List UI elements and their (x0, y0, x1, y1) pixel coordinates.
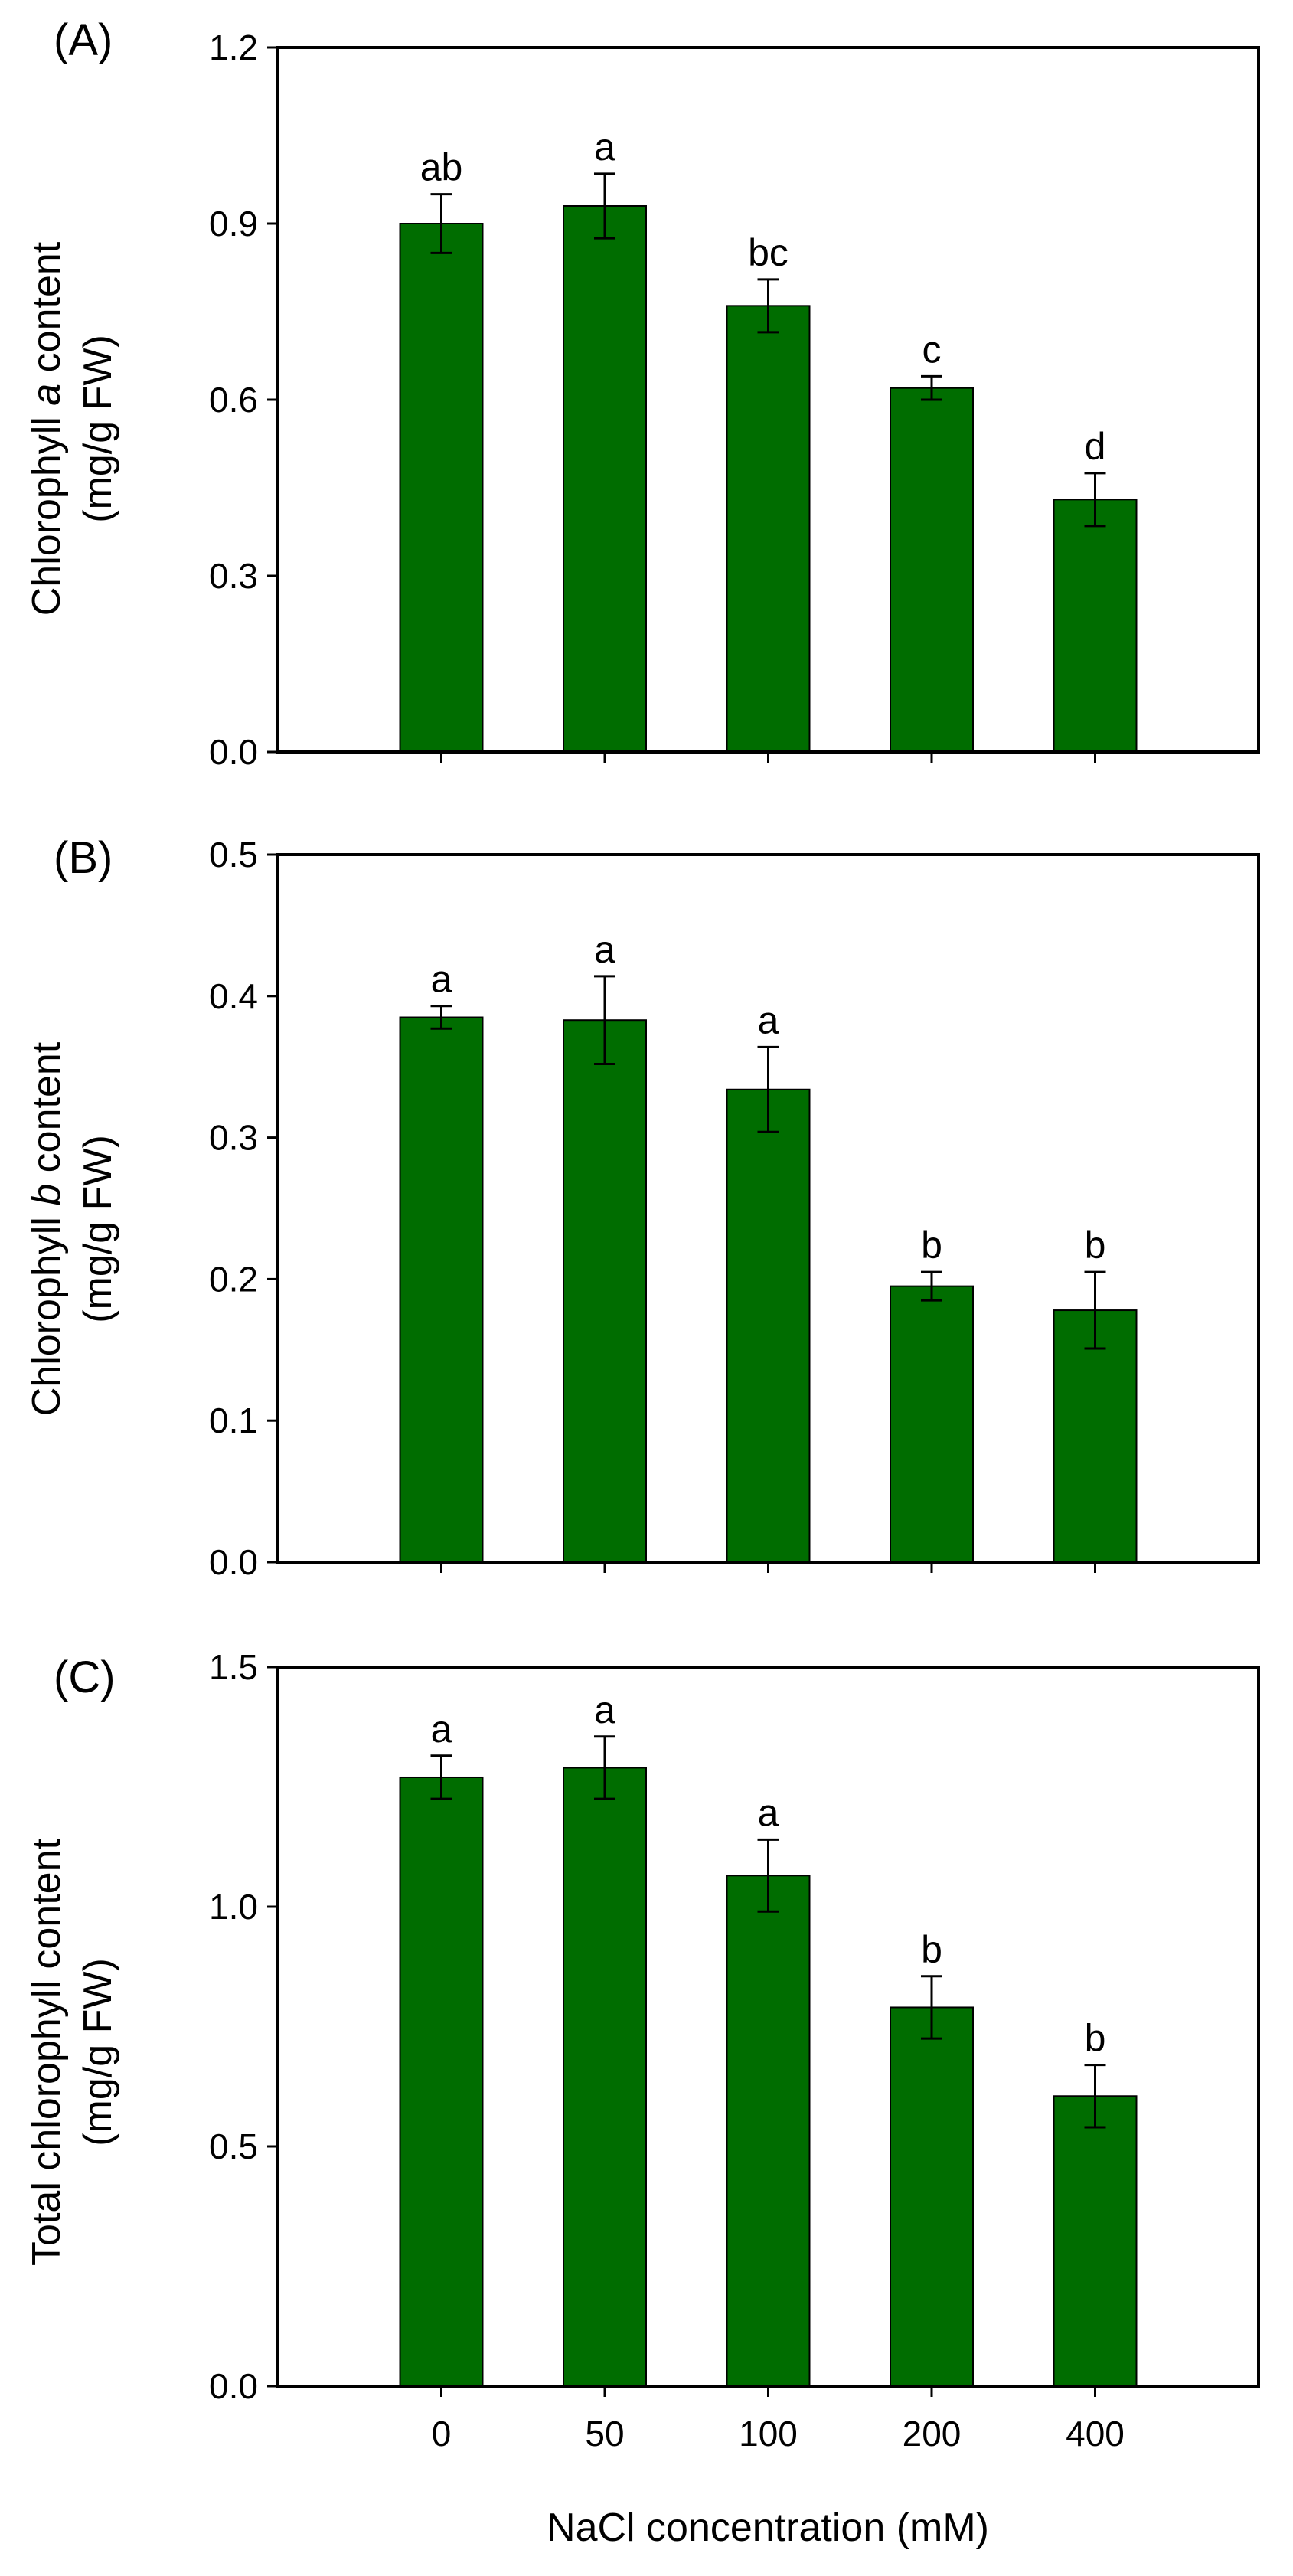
panel-b-ytick-label: 0.5 (209, 835, 258, 874)
panel-b-ytick-label: 0.3 (209, 1118, 258, 1158)
panel-a: (A) Chlorophyll a content (mg/g FW) 0.00… (24, 15, 1260, 772)
panel-c-xtick-label-0: 0 (432, 2414, 452, 2453)
panel-a-label: (A) (54, 15, 113, 65)
panel-b-ylabel-units: (mg/g FW) (76, 1135, 120, 1323)
panel-a-ytick-label: 0.0 (209, 732, 258, 772)
panel-a-error-bar-0 (430, 193, 452, 254)
panel-b-error-bar-100 (757, 1045, 779, 1133)
panel-b-label: (B) (54, 833, 113, 883)
panel-a-significance-50: a (594, 126, 615, 168)
panel-c-error-bar-0 (430, 1754, 452, 1800)
panel-b-significance-100: a (758, 999, 779, 1041)
panel-c-bar-50 (563, 1767, 647, 2387)
panel-a-significance-200: c (922, 328, 942, 371)
panel-a-ytick-label: 0.3 (209, 556, 258, 596)
panel-a-significance-100: bc (748, 231, 789, 274)
panel-b-significance-0: a (431, 958, 452, 1001)
panel-b-error-bar-400 (1084, 1270, 1106, 1350)
panel-c-error-bar-400 (1084, 2064, 1106, 2129)
panel-c-xtick-label-100: 100 (739, 2414, 798, 2453)
panel-b-bar-400 (1053, 1309, 1138, 1564)
panel-c-significance-100: a (758, 1791, 779, 1834)
panel-b-significance-200: b (921, 1224, 942, 1267)
panel-a-significance-400: d (1085, 425, 1106, 468)
panel-a-ytick-label: 1.2 (209, 28, 258, 67)
panel-c-frame (276, 1666, 1260, 2388)
panel-a-ytick-label: 0.6 (209, 380, 258, 420)
panel-c-error-bar-200 (921, 1975, 942, 2040)
panel-c-xlabel: NaCl concentration (mM) (547, 2506, 989, 2550)
panel-b-frame (276, 853, 1260, 1564)
panel-b-ytick-label: 0.0 (209, 1542, 258, 1582)
panel-b-error-bar-0 (430, 1005, 452, 1030)
panel-c-plot-area: 0.0 0.5 1.0 1.5 a 0 a 50 a 100 b 200 b 400 (209, 1647, 1138, 2453)
panel-c-bar-100 (726, 1875, 811, 2388)
panel-c-ytick-label: 1.0 (209, 1887, 258, 1927)
panel-a-error-bar-50 (594, 172, 615, 240)
panel-b-bar-100 (726, 1088, 811, 1563)
panel-c-significance-50: a (594, 1688, 615, 1731)
panel-c-ylabel: Total chlorophyll content (24, 1839, 69, 2266)
panel-c-bar-200 (890, 2006, 974, 2387)
panel-b-bar-200 (890, 1285, 974, 1563)
panel-b: (B) Chlorophyll b content (mg/g FW) 0.00… (24, 833, 1260, 1582)
panel-c-significance-400: b (1085, 2017, 1106, 2060)
panel-c-ytick-label: 0.0 (209, 2366, 258, 2406)
panel-c-significance-0: a (431, 1708, 452, 1751)
panel-a-bar-0 (399, 223, 484, 753)
panel-b-ytick-label: 0.1 (209, 1401, 258, 1440)
panel-a-bar-50 (563, 205, 647, 753)
panel-b-bar-50 (563, 1019, 647, 1563)
panel-a-error-bar-400 (1084, 472, 1106, 528)
panel-c-bar-400 (1053, 2095, 1138, 2388)
panel-b-error-bar-50 (594, 975, 615, 1065)
panel-c-bar-0 (399, 1776, 484, 2387)
panel-a-ylabel-units: (mg/g FW) (76, 335, 120, 523)
panel-c: (C) Total chlorophyll content (mg/g FW) … (24, 1647, 1260, 2550)
panel-a-bar-400 (1053, 499, 1138, 753)
panel-c-significance-200: b (921, 1928, 942, 1971)
panel-c-xtick-label-400: 400 (1066, 2414, 1125, 2453)
panel-a-bar-200 (890, 387, 974, 753)
panel-c-ytick-label: 0.5 (209, 2127, 258, 2166)
panel-b-significance-400: b (1085, 1224, 1106, 1267)
panel-c-error-bar-50 (594, 1735, 615, 1800)
panel-a-frame (276, 46, 1260, 754)
panel-b-bar-0 (399, 1016, 484, 1563)
panel-b-significance-50: a (594, 928, 615, 971)
panel-a-ytick-label: 0.9 (209, 204, 258, 244)
panel-a-error-bar-100 (757, 278, 779, 334)
panel-a-ylabel: Chlorophyll a content (24, 241, 69, 616)
panel-b-ytick-label: 0.2 (209, 1259, 258, 1299)
panel-c-label: (C) (54, 1652, 116, 1702)
panel-b-ytick-label: 0.4 (209, 976, 258, 1016)
panel-c-ytick-label: 1.5 (209, 1647, 258, 1687)
panel-c-ylabel-units: (mg/g FW) (76, 1958, 120, 2146)
panel-a-significance-0: ab (420, 146, 463, 189)
panel-b-error-bar-200 (921, 1270, 942, 1302)
panel-a-bar-100 (726, 305, 811, 754)
panel-c-xtick-label-50: 50 (585, 2414, 624, 2453)
panel-b-plot-area: 0.0 0.1 0.2 0.3 0.4 0.5 a a a b b (209, 835, 1138, 1582)
panel-c-xtick-label-200: 200 (903, 2414, 962, 2453)
panel-a-plot-area: 0.0 0.3 0.6 0.9 1.2 ab a bc c d (209, 28, 1138, 772)
panel-b-ylabel: Chlorophyll b content (24, 1041, 69, 1416)
panel-c-error-bar-100 (757, 1838, 779, 1913)
panel-a-error-bar-200 (921, 374, 942, 401)
